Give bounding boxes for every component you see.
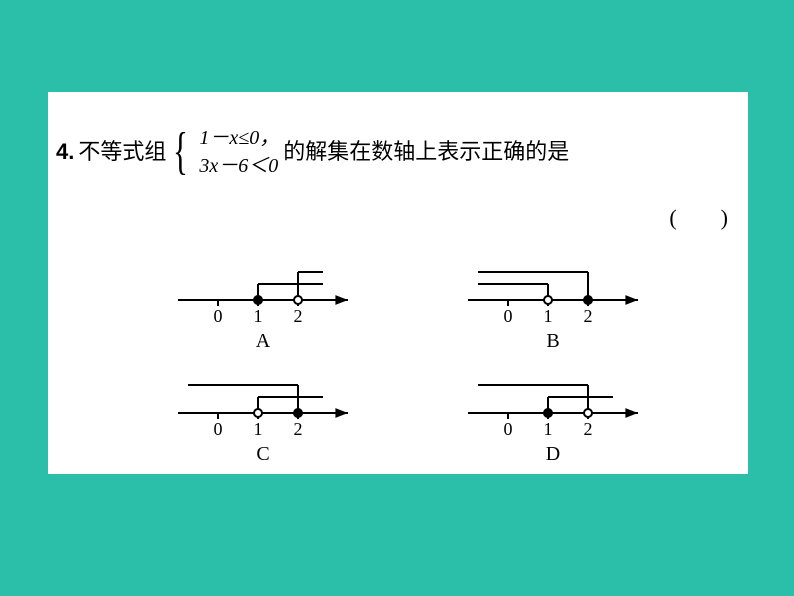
svg-text:0: 0 [504,419,513,439]
option-A-label: A [148,330,378,353]
numberline-B: 0 1 2 [453,252,653,328]
svg-text:1: 1 [544,419,553,439]
slide-paper: 4. 不等式组 { 1－x≤0， 3x－6＜0 的解集在数轴上表示正确的是 ( … [48,92,748,474]
question-number: 4. [56,138,74,167]
option-D[interactable]: 0 1 2 D [438,365,668,466]
question-post: 的解集在数轴上表示正确的是 [283,138,569,167]
svg-text:1: 1 [544,306,553,326]
svg-text:2: 2 [294,419,303,439]
numberline-A: 0 1 2 [163,252,363,328]
brace-icon: { [173,126,188,178]
svg-text:1: 1 [254,306,263,326]
option-D-label: D [438,443,668,466]
svg-text:1: 1 [254,419,263,439]
option-C[interactable]: 0 1 2 C [148,365,378,466]
svg-text:0: 0 [214,419,223,439]
option-A[interactable]: 0 1 2 A [148,252,378,353]
numberline-D: 0 1 2 [453,365,653,441]
svg-text:2: 2 [294,306,303,326]
options-row-1: 0 1 2 A 0 1 2 B [148,252,668,353]
option-C-label: C [148,443,378,466]
question-pre: 不等式组 [78,138,166,167]
inequality-system: 1－x≤0， 3x－6＜0 [199,124,279,180]
numberline-C: 0 1 2 [163,365,363,441]
options-grid: 0 1 2 A 0 1 2 B 0 1 2 C 0 1 2 D [148,252,668,478]
answer-parenthesis: ( ) [669,200,728,232]
svg-text:0: 0 [504,306,513,326]
option-B-label: B [438,330,668,353]
svg-text:2: 2 [584,306,593,326]
options-row-2: 0 1 2 C 0 1 2 D [148,365,668,466]
question-text: 4. 不等式组 { 1－x≤0， 3x－6＜0 的解集在数轴上表示正确的是 [56,124,736,180]
inequality-1: 1－x≤0， [199,124,279,152]
option-B[interactable]: 0 1 2 B [438,252,668,353]
svg-text:0: 0 [214,306,223,326]
svg-text:2: 2 [584,419,593,439]
inequality-2: 3x－6＜0 [199,152,279,180]
question-block: 4. 不等式组 { 1－x≤0， 3x－6＜0 的解集在数轴上表示正确的是 [56,124,736,180]
